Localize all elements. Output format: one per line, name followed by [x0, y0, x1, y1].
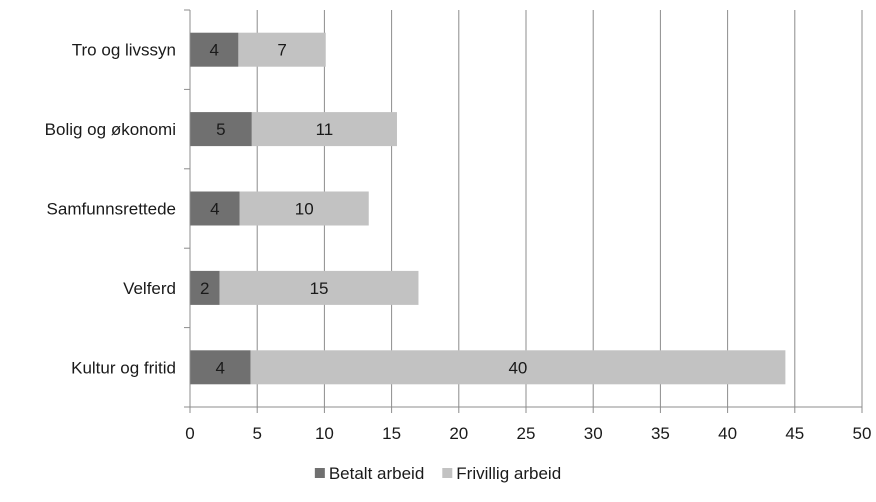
x-tick-label: 35	[651, 424, 670, 443]
legend-swatch	[442, 468, 453, 478]
data-label: 11	[316, 120, 334, 139]
legend-label: Frivillig arbeid	[456, 464, 561, 483]
category-label: Bolig og økonomi	[45, 120, 176, 139]
bar-betalt	[190, 32, 239, 67]
x-tick-label: 15	[382, 424, 401, 443]
category-label: Tro og livssyn	[72, 41, 176, 60]
x-tick-label: 50	[853, 424, 872, 443]
legend-swatch	[314, 468, 325, 478]
legend-label: Betalt arbeid	[329, 464, 424, 483]
x-tick-label: 25	[517, 424, 536, 443]
bar-frivillig	[219, 270, 419, 305]
data-label: 7	[277, 41, 286, 60]
x-tick-label: 10	[315, 424, 334, 443]
bar-frivillig	[239, 191, 369, 226]
bar-frivillig	[238, 32, 326, 67]
data-label: 5	[216, 120, 225, 139]
x-tick-label: 40	[718, 424, 737, 443]
bar-betalt	[190, 350, 251, 385]
data-label: 10	[295, 200, 314, 219]
data-label: 2	[200, 279, 209, 298]
bars	[190, 32, 786, 385]
bar-frivillig	[251, 112, 397, 147]
bar-betalt	[190, 191, 240, 226]
x-tick-label: 20	[449, 424, 468, 443]
data-label: 4	[210, 200, 219, 219]
legend: Betalt arbeid Frivillig arbeid	[314, 464, 561, 483]
data-label: 40	[508, 358, 527, 377]
x-tick-label: 45	[785, 424, 804, 443]
x-tick-label: 30	[584, 424, 603, 443]
data-label: 4	[216, 358, 225, 377]
bar-betalt	[190, 112, 252, 147]
category-label: Velferd	[123, 279, 176, 298]
bar-betalt	[190, 270, 220, 305]
grid	[256, 10, 863, 407]
x-tick-label: 5	[252, 424, 261, 443]
x-tick-label: 0	[185, 424, 194, 443]
category-label: Samfunnsrettede	[47, 200, 176, 219]
data-label: 15	[310, 279, 329, 298]
data-label: 4	[209, 41, 218, 60]
category-label: Kultur og fritid	[71, 358, 176, 377]
bar-frivillig	[250, 350, 786, 385]
axes	[184, 9, 863, 413]
